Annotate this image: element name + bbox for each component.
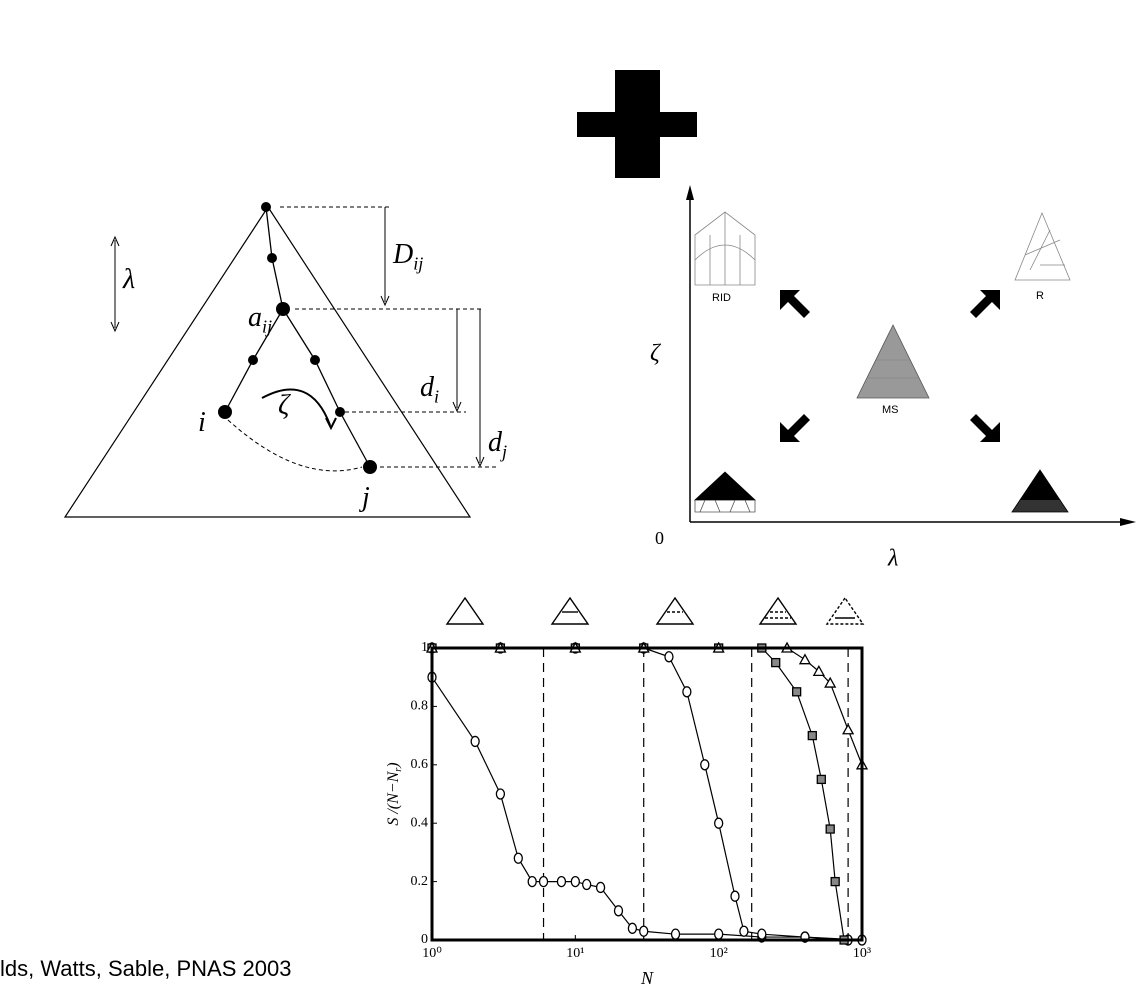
marker [683, 687, 691, 697]
marker [514, 853, 522, 863]
slide: λDijaijdidjζij RIDRMSCPLT 00.20.40.60.81… [0, 0, 1138, 993]
x-tick-label: 10³ [853, 946, 871, 961]
citation: lds, Watts, Sable, PNAS 2003 [0, 956, 291, 981]
marker [471, 736, 479, 746]
label: λ [122, 264, 135, 295]
level-lines [228, 207, 496, 471]
label-end: ) [385, 762, 402, 768]
marker [740, 926, 748, 936]
region-label: LT [1032, 484, 1044, 496]
x-axis-label: λ [887, 546, 898, 572]
label-main: d [488, 427, 503, 458]
label: dj [488, 427, 507, 461]
label-main: λ [122, 264, 135, 295]
label: ζ [278, 390, 291, 421]
dimension-arrows [111, 207, 484, 466]
y-tick-label: 0 [421, 932, 428, 947]
marker [715, 818, 723, 828]
x-tick-label: 10⁰ [422, 946, 442, 961]
label-sub: ij [262, 317, 272, 337]
region-label: CP [712, 484, 727, 496]
marker [772, 659, 780, 667]
label-main: D [392, 239, 413, 270]
marker [583, 880, 591, 890]
label-main: d [420, 372, 435, 403]
marker [540, 877, 548, 887]
label: S /(N−Nr) [385, 762, 405, 825]
marker [571, 877, 579, 887]
marker [758, 929, 766, 939]
y-tick-label: 1 [421, 640, 428, 655]
label-main: j [359, 482, 370, 513]
hierarchy-icons [447, 598, 863, 624]
label-sub: i [434, 387, 439, 407]
series-line [432, 648, 848, 940]
y-tick-label: 0.6 [411, 757, 429, 772]
marker [800, 655, 810, 664]
label: di [420, 372, 439, 406]
hierarchy-diagram [65, 202, 496, 517]
marker [597, 882, 605, 892]
marker [665, 652, 673, 662]
label-sub: j [500, 442, 507, 462]
y-tick-label: 0.4 [411, 815, 429, 830]
label: i [198, 407, 206, 438]
marker [557, 877, 565, 887]
marker [614, 906, 622, 916]
region-label: RID [712, 292, 731, 304]
label: j [359, 482, 370, 513]
label-main: ζ [278, 390, 291, 421]
label-main: S /(N−N [385, 770, 402, 825]
x-tick-label: 10¹ [566, 946, 584, 961]
marker [701, 760, 709, 770]
marker [640, 926, 648, 936]
marker [715, 929, 723, 939]
origin-label: 0 [655, 528, 664, 548]
label-main: a [248, 302, 262, 333]
label-sub: ij [413, 254, 423, 274]
phase-diagram: RID R MS CP LT [686, 185, 1136, 526]
marker [731, 891, 739, 901]
plus-sign [577, 70, 697, 178]
marker [793, 688, 801, 696]
marker [672, 929, 680, 939]
series-line [432, 677, 862, 940]
label: aij [248, 302, 272, 336]
region-label: MS [882, 404, 899, 416]
marker [528, 877, 536, 887]
y-tick-label: 0.2 [411, 874, 429, 889]
series-line [432, 648, 844, 940]
marker [831, 878, 839, 886]
y-axis-label: ζ [650, 341, 662, 367]
region-label: R [1036, 290, 1044, 302]
marker [808, 732, 816, 740]
marker [826, 825, 834, 833]
marker [496, 789, 504, 799]
chart: 0 0.2 0.4 0.6 0.8 1 10⁰ 10¹ 10² 10³ S /(N−Nr) N [385, 640, 871, 988]
label-main: i [198, 407, 206, 438]
series-line [432, 648, 862, 765]
region-icons [695, 212, 1070, 512]
x-axis-label: N [640, 968, 654, 988]
marker [817, 775, 825, 783]
x-tick-label: 10² [710, 946, 728, 961]
label: Dij [392, 239, 423, 273]
y-tick-label: 0.8 [411, 699, 429, 714]
marker [628, 923, 636, 933]
marker [843, 725, 853, 734]
